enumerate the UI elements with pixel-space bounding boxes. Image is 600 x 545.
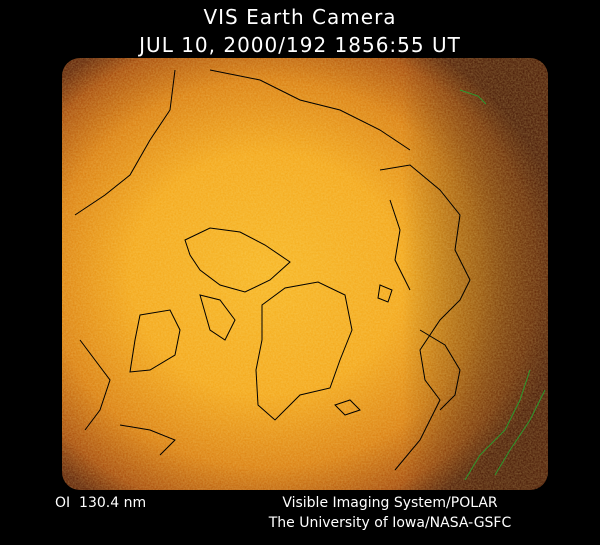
wavelength: OI 130.4 nm: [55, 495, 146, 511]
title: VIS Earth Camera: [203, 5, 396, 29]
earth-image: [62, 58, 548, 490]
institution: The University of Iowa/NASA-GSFC: [268, 515, 512, 531]
terminator-lines: [459, 89, 546, 481]
coastlines: [74, 69, 471, 471]
instrument: Visible Imaging System/POLAR: [282, 495, 498, 511]
timestamp: JUL 10, 2000/192 1856:55 UT: [137, 33, 461, 57]
